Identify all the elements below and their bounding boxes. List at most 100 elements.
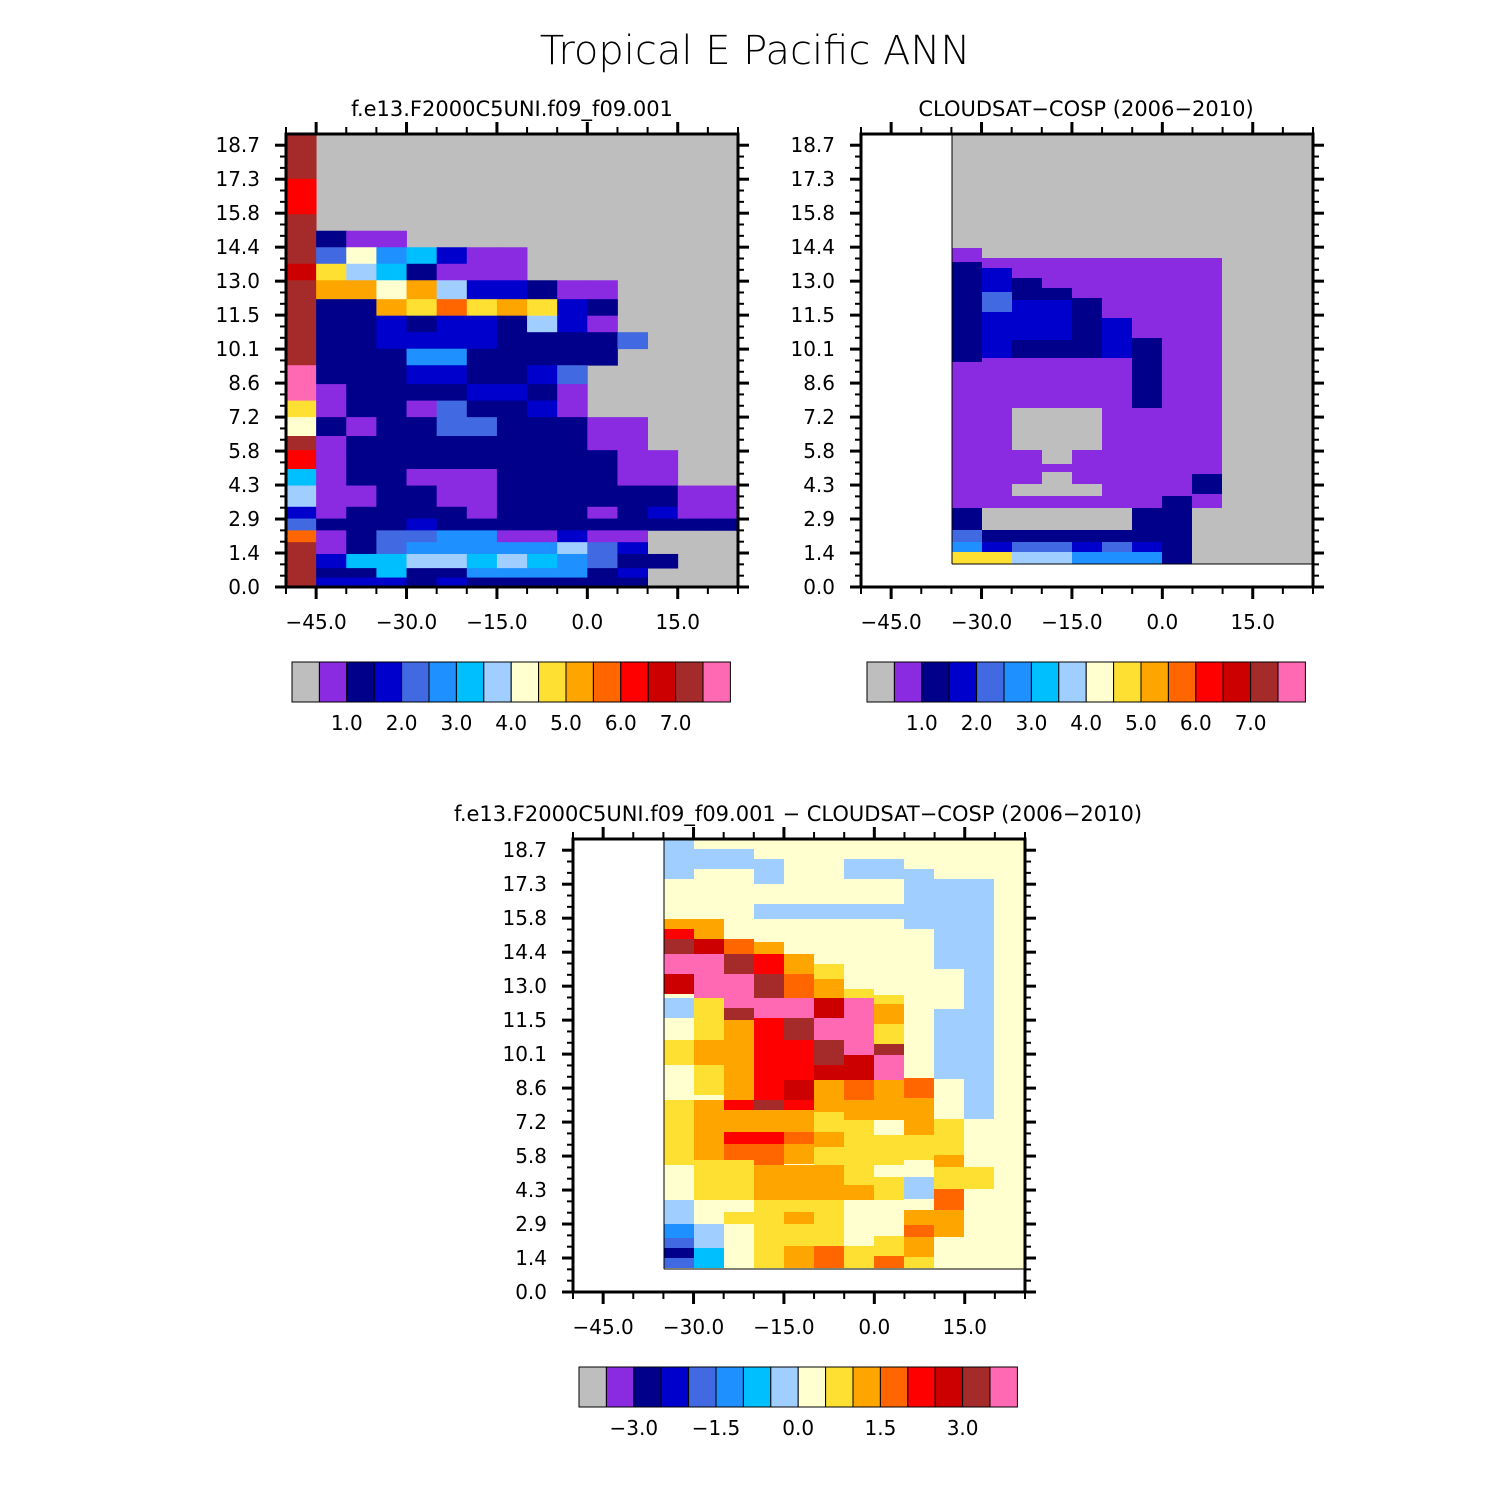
heatmap-cell [754, 1212, 784, 1224]
heatmap-cell [694, 1100, 724, 1160]
heatmap-cell [664, 1100, 694, 1165]
heatmap-cell [707, 518, 739, 531]
heatmap-cell [496, 348, 528, 366]
heatmap-cell [754, 859, 784, 884]
colorbar-box [346, 661, 375, 703]
heatmap-cell [587, 450, 618, 470]
heatmap-cell [982, 258, 1012, 268]
x-tick-label: −15.0 [466, 610, 527, 634]
colorbar-label: 6.0 [1180, 711, 1212, 735]
heatmap-cell [316, 315, 347, 333]
heatmap-cell [1102, 288, 1132, 318]
heatmap-cell [904, 1098, 934, 1123]
heatmap-cell [694, 974, 754, 998]
colorbar-label: −1.5 [692, 1416, 741, 1440]
colorbar-box [401, 661, 430, 703]
colorbar-box [660, 1366, 690, 1408]
heatmap-cell [527, 450, 558, 470]
heatmap-cell [952, 542, 982, 552]
colorbar-box [742, 1366, 772, 1408]
heatmap-cell [406, 315, 438, 333]
y-tick-label: 5.8 [803, 439, 835, 463]
heatmap-cell [724, 1008, 754, 1020]
heatmap-cell [754, 954, 784, 974]
heatmap-cell [466, 315, 498, 333]
heatmap-cell [724, 1065, 754, 1080]
heatmap-cell [376, 384, 407, 402]
heatmap-cell [587, 436, 618, 451]
heatmap-cell [904, 889, 994, 929]
heatmap-cell [1072, 278, 1102, 298]
heatmap-cell [466, 280, 498, 300]
x-tick-label: 15.0 [942, 1315, 987, 1339]
heatmap-cell [1102, 552, 1132, 564]
heatmap-cell [286, 134, 317, 147]
heatmap-cell [724, 1020, 754, 1040]
heatmap-cell [466, 365, 498, 385]
colorbar-label: 1.0 [906, 711, 938, 735]
heatmap-cell [754, 1040, 814, 1065]
heatmap-cell [316, 436, 347, 451]
heatmap-cell [346, 542, 377, 555]
colorbar-label: 1.0 [331, 711, 363, 735]
heatmap-cell [694, 1018, 724, 1040]
heatmap-cell [316, 530, 347, 543]
heatmap-cell [724, 1212, 754, 1224]
colorbar-box [605, 1366, 635, 1408]
heatmap-cell [557, 332, 588, 350]
y-tick-label: 11.5 [215, 303, 260, 327]
heatmap-cell [286, 145, 317, 180]
heatmap-cell [664, 1224, 694, 1238]
heatmap-cell [1012, 258, 1042, 278]
heatmap-cell [527, 568, 558, 578]
heatmap-cell [436, 530, 468, 543]
heatmap-cell [587, 348, 618, 366]
heatmap-cell [844, 859, 904, 879]
heatmap-cell [436, 365, 468, 385]
colorbar-box [1030, 661, 1060, 703]
heatmap-cell [617, 577, 648, 588]
panel-model-cells [286, 134, 739, 588]
heatmap-cell [617, 506, 648, 519]
y-tick-label: 7.2 [228, 405, 260, 429]
heatmap-cell [694, 1224, 724, 1248]
heatmap-cell [466, 518, 498, 531]
colorbar-box [565, 661, 594, 703]
heatmap-cell [844, 1165, 874, 1185]
panel-obs-axes: 18.7 17.3 15.8 14.4 13.0 11.5 10.1 8.6 7.2 5.8 4.3… [790, 122, 1324, 634]
heatmap-cell [466, 553, 498, 569]
no-data-region [664, 1269, 1025, 1292]
heatmap-cell [784, 1100, 814, 1112]
colorbar-box [647, 661, 677, 703]
heatmap-cell [316, 553, 347, 569]
heatmap-cell [1132, 552, 1162, 564]
heatmap-cell [466, 485, 498, 508]
heatmap-cell [874, 1004, 904, 1024]
heatmap-cell [376, 299, 407, 317]
heatmap-cell [376, 417, 407, 437]
heatmap-cell [1162, 496, 1192, 564]
x-tick-label: −45.0 [285, 610, 346, 634]
colorbar-box [455, 661, 485, 703]
heatmap-cell [496, 247, 528, 265]
x-tick-label: 15.0 [655, 610, 700, 634]
y-tick-label: 15.8 [215, 201, 260, 225]
heatmap-cell [1012, 552, 1072, 564]
heatmap-cell [496, 436, 528, 451]
heatmap-cell [844, 1080, 874, 1100]
heatmap-cell [664, 1238, 694, 1248]
colorbar-box [825, 1366, 854, 1408]
heatmap-cell [376, 485, 407, 508]
heatmap-cell [587, 280, 618, 300]
heatmap-cell [466, 568, 498, 578]
y-tick-label: 1.4 [515, 1246, 547, 1270]
panel-model: f.e13.F2000C5UNI.f09_f09.001 18.7 17.3 15.… [215, 97, 749, 735]
heatmap-cell [527, 332, 558, 350]
y-tick-label: 0.0 [515, 1280, 547, 1304]
heatmap-cell [934, 1119, 964, 1135]
colorbar-box [538, 661, 567, 703]
heatmap-cell [527, 530, 558, 543]
heatmap-cell [406, 436, 438, 451]
heatmap-cell [677, 518, 709, 531]
heatmap-cell [617, 332, 648, 350]
